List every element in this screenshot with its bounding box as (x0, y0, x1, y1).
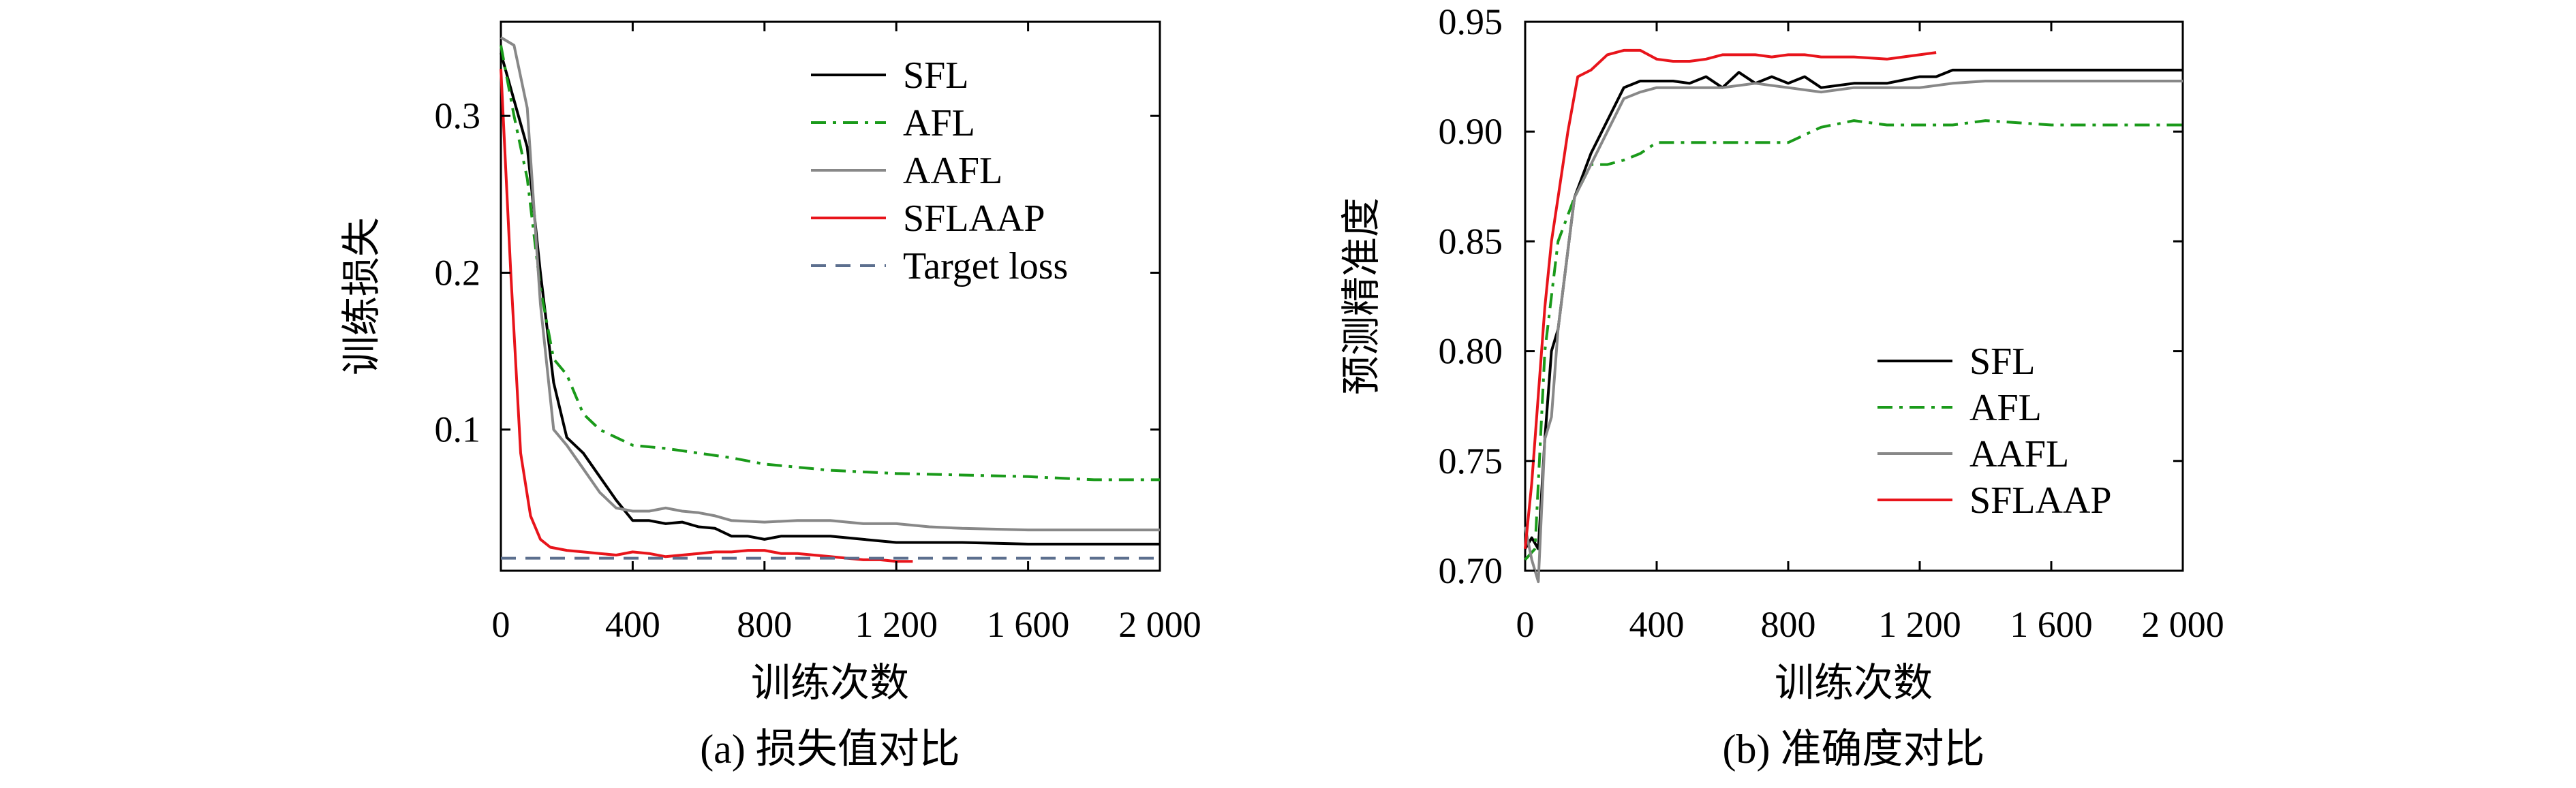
accuracy-x-axis-title: 训练次数 (1775, 661, 1933, 705)
loss-legend-label-sflaap: SFLAAP (903, 198, 1045, 240)
loss-y-tick-label: 0.2 (435, 252, 481, 293)
loss-legend: SFL AFL AAFL SFLAAP Target loss (811, 54, 1068, 287)
loss-series-group (500, 36, 1160, 563)
loss-y-axis-title: 训练损失 (339, 217, 384, 375)
loss-y-tick-label: 0.3 (435, 95, 481, 136)
accuracy-y-tick-label: 0.70 (1439, 550, 1503, 591)
accuracy-y-tick-label: 0.80 (1439, 331, 1503, 372)
accuracy-x-tick-label: 0 (1516, 604, 1535, 645)
accuracy-legend-label-sfl: SFL (1969, 341, 2036, 383)
loss-series-afl (500, 45, 1160, 482)
accuracy-x-tick-label: 400 (1629, 604, 1685, 645)
accuracy-plot-frame (1524, 20, 2184, 572)
accuracy-ticks-group: 0 400 800 1 200 1 600 2 000 0.70 0.75 0.80 0.85 0.… (1439, 1, 2224, 645)
accuracy-series-afl (1524, 119, 2183, 561)
accuracy-chart: 0 400 800 1 200 1 600 2 000 0.70 0.75 0.80 0.85 0.… (1339, 1, 2224, 772)
loss-caption: (a) 损失值对比 (700, 727, 960, 772)
loss-x-tick-label: 400 (605, 604, 660, 645)
loss-chart: 0 400 800 1 200 1 600 2 000 0.1 0.2 0.3 SFL AFL AA… (339, 20, 1201, 772)
loss-x-tick-label: 2 000 (1118, 604, 1201, 645)
accuracy-y-tick-label: 0.75 (1439, 441, 1503, 482)
accuracy-caption: (b) 准确度对比 (1723, 727, 1985, 772)
accuracy-legend-label-afl: AFL (1969, 387, 2042, 429)
accuracy-series-sfl (1524, 68, 2183, 550)
accuracy-x-tick-label: 2 000 (2141, 604, 2224, 645)
accuracy-x-tick-label: 800 (1761, 604, 1816, 645)
accuracy-y-tick-label: 0.85 (1439, 221, 1503, 262)
accuracy-series-group (1524, 48, 2183, 584)
loss-x-tick-label: 0 (492, 604, 510, 645)
loss-x-tick-label: 1 600 (987, 604, 1070, 645)
loss-y-tick-label: 0.1 (435, 409, 481, 450)
accuracy-y-tick-label: 0.95 (1439, 1, 1503, 42)
loss-series-aafl (500, 36, 1160, 532)
loss-legend-label-afl: AFL (903, 102, 975, 144)
accuracy-y-tick-label: 0.90 (1439, 111, 1503, 152)
accuracy-legend-label-sflaap: SFLAAP (1969, 479, 2112, 522)
loss-legend-label-target-loss: Target loss (903, 245, 1068, 287)
loss-x-tick-label: 1 200 (855, 604, 938, 645)
loss-legend-label-aafl: AAFL (903, 150, 1002, 192)
accuracy-series-aafl (1524, 80, 2183, 584)
loss-ticks-group: 0 400 800 1 200 1 600 2 000 0.1 0.2 0.3 (435, 22, 1201, 645)
accuracy-x-tick-label: 1 200 (1878, 604, 1961, 645)
loss-legend-label-sfl: SFL (903, 54, 969, 97)
loss-x-axis-title: 训练次数 (751, 661, 909, 705)
accuracy-legend-label-aafl: AAFL (1969, 433, 2069, 475)
loss-plot-frame (500, 20, 1161, 572)
accuracy-y-axis-title: 预测精准度 (1339, 198, 1383, 395)
loss-x-tick-label: 800 (737, 604, 792, 645)
loss-series-sfl (500, 52, 1160, 546)
loss-series-sflaap (500, 69, 913, 563)
accuracy-series-sflaap (1524, 48, 1937, 549)
accuracy-x-tick-label: 1 600 (2010, 604, 2093, 645)
